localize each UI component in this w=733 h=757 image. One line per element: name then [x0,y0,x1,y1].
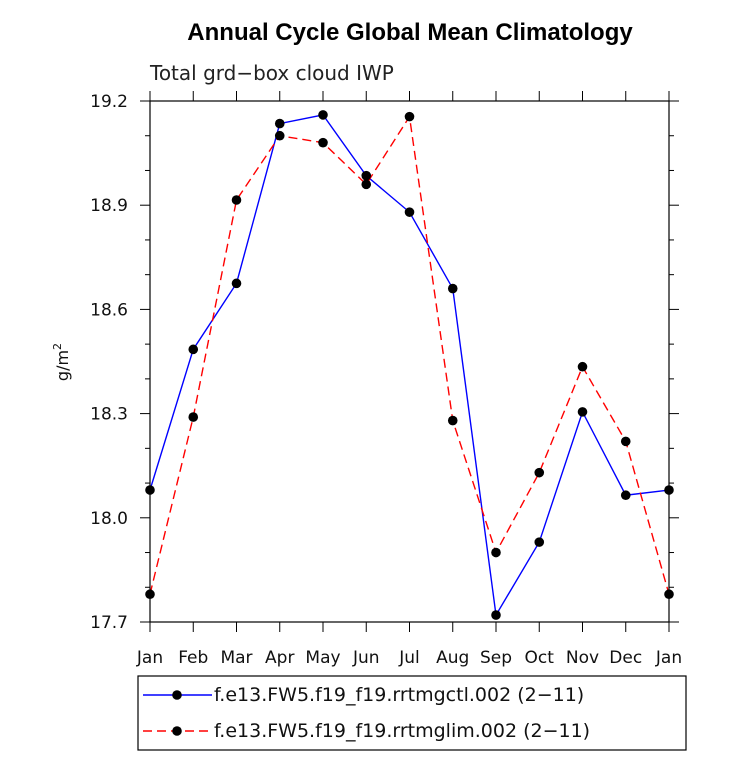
series-2-point [318,137,328,148]
series-2-point [664,589,674,600]
series-1-point [620,490,631,501]
y-tick-label: 18.9 [90,196,128,216]
series-1-point [664,485,674,495]
legend-label-1: f.e13.FW5.f19_f19.rrtmgctl.002 (2−11) [214,684,584,706]
series-2-point [447,415,458,426]
series-2-point [361,179,372,190]
series-2-point [491,547,501,558]
y-axis-label-unit: g/m [53,350,72,381]
y-axis-label: g/m2 [51,343,72,381]
series-1-point [188,344,199,355]
x-tick-label: Dec [609,648,642,668]
series-1-point [145,485,155,495]
series-1-point [577,407,588,417]
y-tick-label: 19.2 [90,92,128,112]
legend-label-2: f.e13.FW5.f19_f19.rrtmglim.002 (2−11) [214,720,590,742]
x-tick-label: Sep [480,648,512,668]
legend: f.e13.FW5.f19_f19.rrtmgctl.002 (2−11) f.e… [137,675,687,751]
chart-subtitle: Total grd−box cloud IWP [149,61,394,85]
series-line-1 [149,114,670,618]
series-2-point [274,130,285,141]
x-tick-label: Nov [566,648,599,668]
series-2-point [188,412,199,422]
series-2-point [404,111,415,122]
x-tick-label: Jul [398,648,420,668]
series-1-point [361,170,372,181]
x-tick-label: Feb [178,648,208,668]
y-tick-label: 18.6 [90,300,128,320]
series-2-point [145,589,155,600]
series-2-point [231,195,242,205]
y-tick-label: 17.7 [90,613,128,633]
series-line-2 [149,114,670,595]
series-2-point [620,436,631,447]
y-axis-label-exponent: 2 [51,343,64,350]
legend-box [137,675,687,751]
legend-marker-2 [172,726,182,736]
y-tick-label: 18.3 [90,405,128,425]
x-tick-label: Apr [265,648,294,668]
plot-area: 17.7 18.0 18.3 18.6 18.9 19.2 Jan Feb Mar Apr May J… [90,91,682,668]
series-1-point [274,118,285,129]
series-1-point [231,278,242,289]
x-tick-label: Mar [220,648,252,668]
series-1-point [534,537,545,547]
x-tick-label: Jan [136,648,163,668]
x-tick-label: Jun [352,648,380,668]
x-tick-label: Aug [436,648,469,668]
series-1-point [447,283,458,294]
legend-marker-1 [172,690,182,700]
y-tick-label: 18.0 [90,509,128,529]
x-tick-label: May [305,648,340,668]
x-tick-label: Oct [525,648,555,668]
series-2-point [534,467,545,478]
x-tick-label: Jan [655,648,682,668]
series-1-point [404,207,415,217]
series-1-point [491,610,501,620]
plot-frame [149,100,670,623]
series-2-point [577,361,588,372]
series-1-point [318,110,328,120]
chart-title: Annual Cycle Global Mean Climatology [187,19,633,46]
